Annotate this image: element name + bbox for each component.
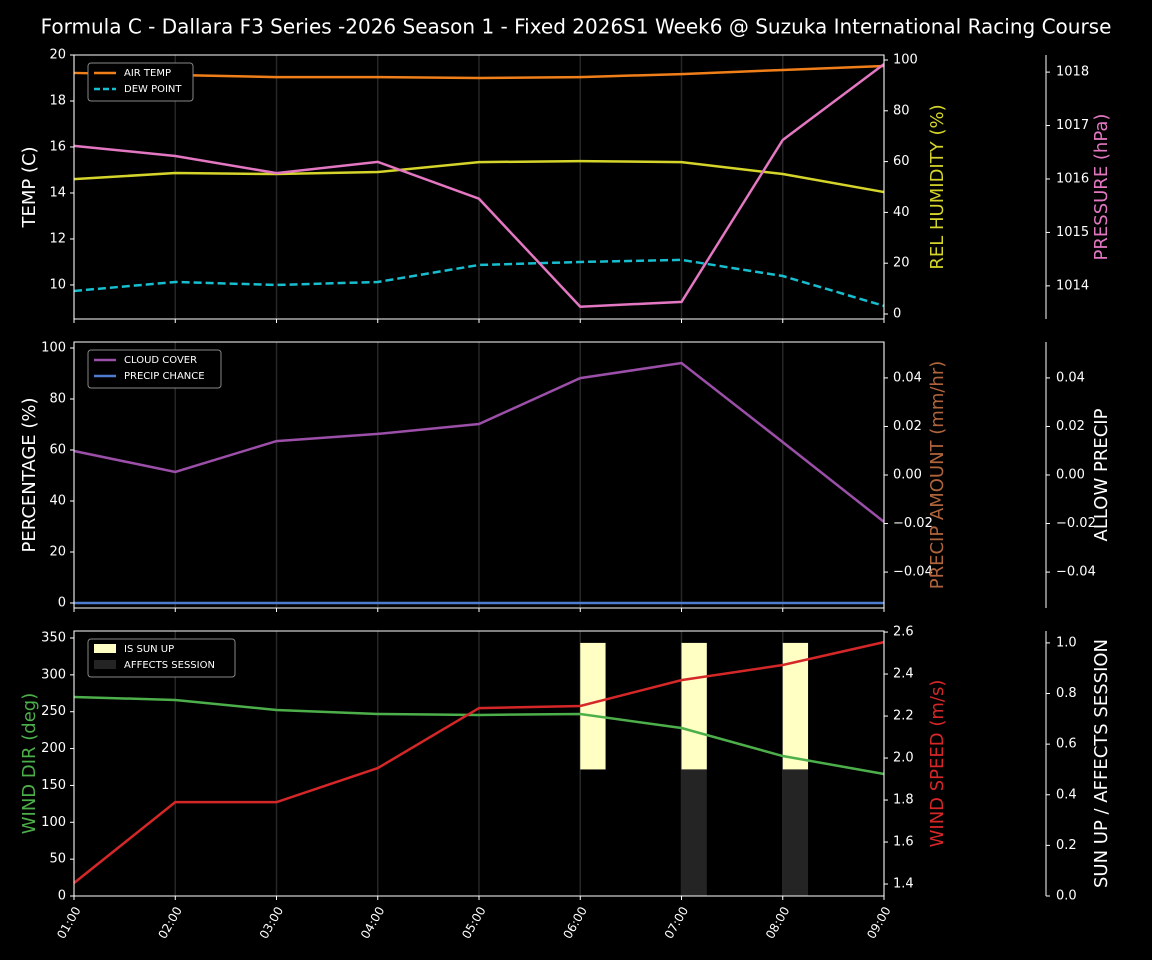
- tick-label: 0.00: [893, 468, 922, 483]
- tick-label: 40: [49, 493, 66, 508]
- tick-label: −0.04: [893, 565, 933, 580]
- series-line: [73, 695, 885, 776]
- tick-label: 0.0: [1056, 889, 1077, 904]
- tick-label: 0: [58, 889, 66, 904]
- series-line: [73, 64, 885, 80]
- series-line: [73, 63, 885, 308]
- tick-label: 18: [49, 93, 66, 108]
- axis-label: WIND SPEED (m/s): [927, 680, 948, 848]
- tick-label: 1.4: [893, 877, 914, 892]
- tick-label: 1015: [1056, 225, 1089, 240]
- tick-label: 80: [893, 103, 910, 118]
- series-line: [73, 258, 885, 308]
- bar: [782, 769, 809, 896]
- tick-label: −0.02: [893, 516, 933, 531]
- tick-label: 1017: [1056, 118, 1089, 133]
- tick-label: 14: [49, 185, 66, 200]
- tick-label: 250: [41, 704, 66, 719]
- legend-swatch: [94, 644, 116, 653]
- tick-label: 0.02: [1056, 419, 1085, 434]
- tick-label: 0.04: [1056, 370, 1085, 385]
- axis-label: PRESSURE (hPa): [1091, 114, 1112, 261]
- tick-label: 0.2: [1056, 838, 1077, 853]
- tick-label: 60: [49, 442, 66, 457]
- tick-label: 1018: [1056, 65, 1089, 80]
- tick-label: 1.8: [893, 793, 914, 808]
- axis-label: PERCENTAGE (%): [19, 397, 40, 552]
- tick-label: 0.04: [893, 370, 922, 385]
- legend-box: [87, 638, 236, 678]
- bar: [681, 769, 707, 896]
- legend-label: CLOUD COVER: [124, 355, 197, 366]
- tick-label: 10: [49, 277, 66, 292]
- tick-label: 2.0: [893, 751, 914, 766]
- tick-label: 1.0: [1056, 635, 1077, 650]
- legend-label: PRECIP CHANCE: [124, 371, 205, 382]
- legend-label: IS SUN UP: [124, 644, 174, 655]
- legend-label: AFFECTS SESSION: [124, 660, 215, 671]
- axis-label: ALLOW PRECIP: [1091, 408, 1112, 541]
- tick-label: 1.6: [893, 835, 914, 850]
- series-line: [73, 159, 885, 194]
- tick-label: 100: [41, 340, 66, 355]
- series-line: [73, 640, 885, 884]
- axis-label: TEMP (C): [19, 146, 40, 228]
- plot-frame: [73, 341, 885, 609]
- tick-label: 1016: [1056, 171, 1089, 186]
- tick-label: 60: [893, 154, 910, 169]
- tick-label: 2.6: [893, 625, 914, 640]
- tick-label: 12: [49, 231, 66, 246]
- tick-label: 2.2: [893, 709, 914, 724]
- tick-label: 100: [893, 53, 918, 68]
- tick-label: 20: [893, 256, 910, 271]
- tick-label: 0: [893, 306, 901, 321]
- chart-title: Formula C - Dallara F3 Series -2026 Seas…: [41, 15, 1112, 39]
- tick-label: 0.6: [1056, 737, 1077, 752]
- legend-box: [87, 349, 222, 389]
- axis-label: REL HUMIDITY (%): [927, 104, 948, 269]
- tick-label: 80: [49, 391, 66, 406]
- plot-frame: [73, 630, 885, 897]
- tick-label: −0.04: [1056, 565, 1096, 580]
- tick-label: 0.00: [1056, 468, 1085, 483]
- tick-label: −0.02: [1056, 516, 1096, 531]
- legend-label: AIR TEMP: [124, 68, 171, 79]
- tick-label: 20: [49, 48, 66, 63]
- axis-label: WIND DIR (deg): [19, 693, 40, 835]
- series-line: [73, 361, 885, 523]
- bar: [681, 642, 707, 770]
- tick-label: 300: [41, 667, 66, 682]
- tick-label: 0.4: [1056, 787, 1077, 802]
- tick-label: 0.02: [893, 419, 922, 434]
- plot-frame: [73, 54, 885, 320]
- legend-swatch: [94, 660, 116, 669]
- axis-label: PRECIP AMOUNT (mm/hr): [927, 361, 948, 590]
- axis-label: SUN UP / AFFECTS SESSION: [1091, 639, 1112, 888]
- tick-label: 0.8: [1056, 686, 1077, 701]
- tick-label: 50: [49, 852, 66, 867]
- tick-label: 0: [58, 596, 66, 611]
- tick-label: 200: [41, 741, 66, 756]
- tick-label: 150: [41, 778, 66, 793]
- tick-label: 20: [49, 545, 66, 560]
- tick-label: 40: [893, 205, 910, 220]
- tick-label: 1014: [1056, 278, 1089, 293]
- tick-label: 2.4: [893, 667, 914, 682]
- tick-label: 16: [49, 139, 66, 154]
- legend-label: DEW POINT: [124, 84, 182, 95]
- tick-label: 350: [41, 631, 66, 646]
- tick-label: 100: [41, 815, 66, 830]
